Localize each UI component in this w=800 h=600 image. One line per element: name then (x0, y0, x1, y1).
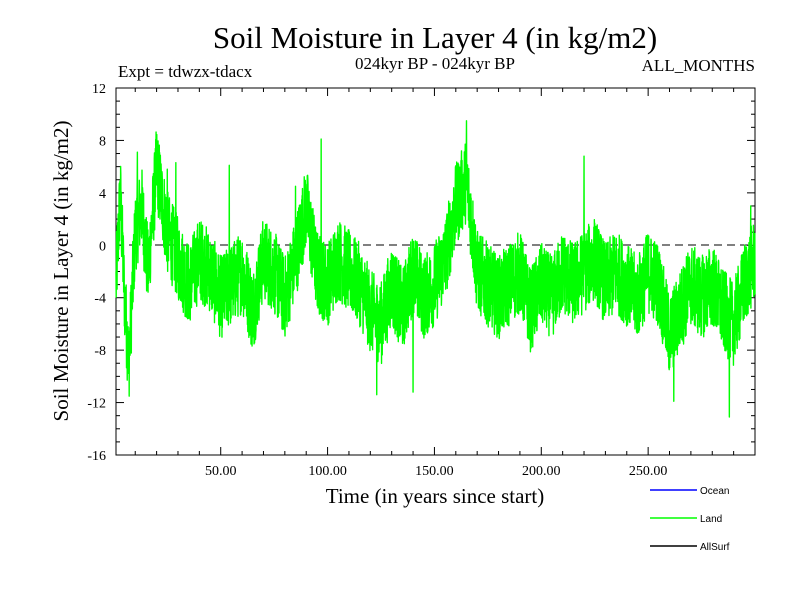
legend-label-allsurf: AllSurf (700, 542, 730, 553)
x-axis-label: Time (in years since start) (326, 484, 545, 508)
chart-subtitle: 024kyr BP - 024kyr BP (355, 54, 515, 73)
y-tick-label: 4 (99, 187, 106, 202)
y-tick-label: -4 (94, 292, 106, 307)
experiment-label: Expt = tdwzx-tdacx (118, 62, 253, 81)
months-label: ALL_MONTHS (642, 56, 755, 75)
chart-title: Soil Moisture in Layer 4 (in kg/m2) (213, 20, 657, 55)
legend: Ocean Land AllSurf (650, 486, 730, 553)
y-tick-label: 0 (99, 239, 106, 254)
land-series-line (115, 120, 756, 418)
y-tick-label: -16 (87, 449, 106, 464)
x-tick-label: 200.00 (522, 464, 561, 479)
x-tick-label: 150.00 (415, 464, 454, 479)
y-tick-label: -12 (87, 397, 106, 412)
y-axis-label: Soil Moisture in Layer 4 (in kg/m2) (49, 121, 73, 422)
legend-label-ocean: Ocean (700, 486, 729, 497)
x-tick-label: 50.00 (205, 464, 237, 479)
x-tick-label: 250.00 (629, 464, 668, 479)
x-tick-label: 100.00 (308, 464, 347, 479)
y-tick-label: -8 (94, 344, 106, 359)
y-tick-labels: -16 -12 -8 -4 0 4 8 12 (87, 82, 106, 464)
x-tick-labels: 50.00 100.00 150.00 200.00 250.00 (205, 464, 667, 479)
y-tick-label: 12 (92, 82, 106, 97)
legend-label-land: Land (700, 514, 722, 525)
y-tick-label: 8 (99, 134, 106, 149)
